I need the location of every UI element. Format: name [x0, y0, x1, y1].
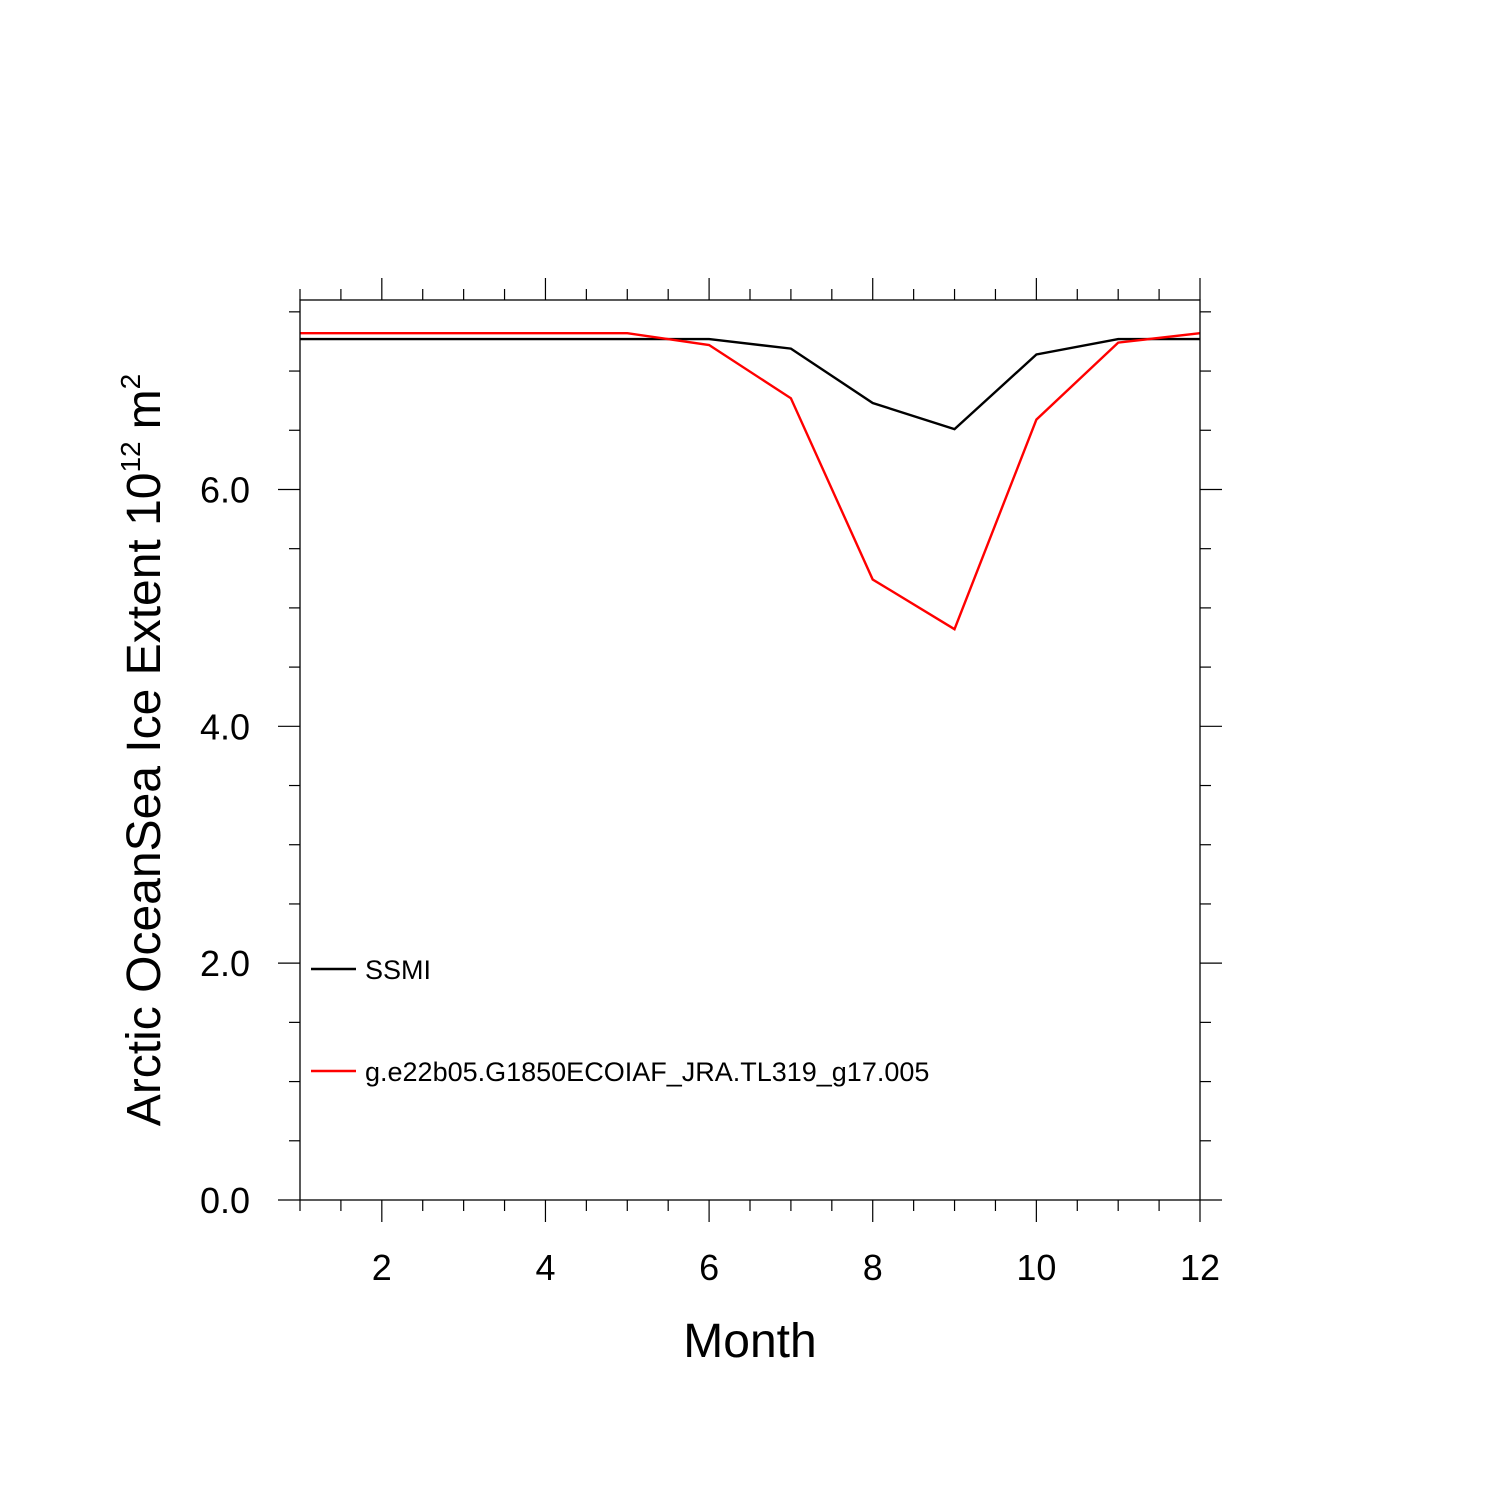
y-tick-label: 6.0: [200, 469, 250, 510]
plot-series: [300, 332, 1201, 631]
x-tick-label: 4: [535, 1247, 555, 1288]
y-axis-title-exponent: 12: [115, 441, 146, 472]
x-tick-label: 6: [699, 1247, 719, 1288]
legend-label-2: g.e22b05.G1850ECOIAF_JRA.TL319_g17.005: [365, 1057, 929, 1087]
legend-label-1: SSMI: [365, 955, 431, 985]
x-tick-label: 12: [1180, 1247, 1220, 1288]
plot-frame: [299, 299, 1201, 1201]
axis-ticks: [278, 278, 1222, 1222]
legend: SSMI g.e22b05.G1850ECOIAF_JRA.TL319_g17.0…: [311, 955, 929, 1087]
y-tick-label: 4.0: [200, 706, 250, 747]
y-axis-title-text: Arctic OceanSea Ice Extent 10: [118, 473, 171, 1127]
series-line-1: [300, 337, 1200, 431]
tick-labels: 2 4 6 8 10 12 0.0 2.0 4.0 6.0: [200, 469, 1220, 1288]
y-tick-label: 0.0: [200, 1180, 250, 1221]
y-tick-label: 2.0: [200, 943, 250, 984]
x-axis-title: Month: [683, 1315, 816, 1368]
y-axis-title-unit-exponent: 2: [115, 374, 146, 390]
x-tick-label: 8: [863, 1247, 883, 1288]
y-axis-title: Arctic OceanSea Ice Extent 1012 m2: [115, 374, 171, 1126]
series-line-2: [300, 332, 1201, 631]
x-tick-label: 2: [372, 1247, 392, 1288]
x-tick-label: 10: [1016, 1247, 1056, 1288]
y-axis-title-unit: m: [118, 389, 171, 429]
